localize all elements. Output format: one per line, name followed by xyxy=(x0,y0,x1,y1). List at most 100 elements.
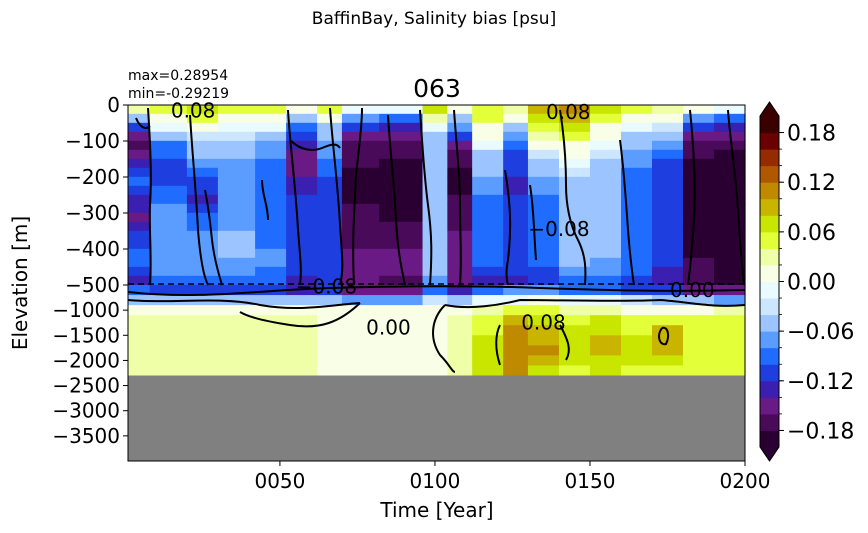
heatmap-cell xyxy=(317,305,343,316)
heatmap-cell xyxy=(128,239,151,250)
heatmap-cell xyxy=(503,285,529,296)
heatmap-cell xyxy=(651,149,684,160)
heatmap-cell xyxy=(503,203,529,214)
heatmap-cell xyxy=(713,257,746,268)
colorbar-swatch xyxy=(760,347,779,365)
heatmap-cell xyxy=(186,105,219,115)
heatmap-cell xyxy=(422,345,448,356)
heatmap-cell xyxy=(286,275,318,286)
heatmap-cell xyxy=(558,345,591,356)
heatmap-cell xyxy=(149,122,188,133)
heatmap-cell xyxy=(317,185,343,196)
heatmap-cell xyxy=(682,167,715,178)
y-tick-label: −100 xyxy=(65,129,120,153)
heatmap-cell xyxy=(620,167,653,178)
heatmap-cell xyxy=(422,185,448,196)
heatmap-cell xyxy=(379,230,424,241)
heatmap-cell xyxy=(620,266,653,277)
heatmap-cell xyxy=(255,140,287,151)
heatmap-cell xyxy=(472,203,504,214)
x-axis-ticks: 0050 0100 0150 0200 xyxy=(254,461,770,493)
heatmap-cell xyxy=(589,149,622,160)
heatmap-cell xyxy=(317,315,343,326)
heatmap-cell xyxy=(447,315,473,326)
heatmap-cell xyxy=(422,248,448,259)
heatmap-cell xyxy=(255,176,287,187)
heatmap-cell xyxy=(472,315,504,326)
contour-label: −0.08 xyxy=(296,275,357,299)
heatmap-cell xyxy=(341,248,380,259)
heatmap-cell xyxy=(527,131,560,142)
contour-line xyxy=(352,107,363,286)
heatmap-cell xyxy=(558,335,591,346)
heatmap-cell xyxy=(620,194,653,205)
heatmap-cell xyxy=(422,149,448,160)
heatmap-cell xyxy=(128,315,151,326)
heatmap-cell xyxy=(379,176,424,187)
colorbar-extend-max xyxy=(760,102,779,116)
heatmap-cell xyxy=(651,158,684,169)
heatmap-cell xyxy=(472,295,504,306)
heatmap-cell xyxy=(472,275,504,286)
heatmap-cell xyxy=(217,257,256,268)
heatmap-cell xyxy=(713,239,746,250)
heatmap-cell xyxy=(472,176,504,187)
heatmap-cell xyxy=(341,149,380,160)
heatmap-cell xyxy=(558,105,591,115)
heatmap-cell xyxy=(503,122,529,133)
heatmap-cell xyxy=(217,285,256,296)
y-tick-label: −400 xyxy=(65,237,120,261)
x-tick-label: 0050 xyxy=(254,469,305,493)
heatmap-cell xyxy=(503,185,529,196)
heatmap-cell xyxy=(186,325,219,336)
contour-line xyxy=(329,107,344,286)
heatmap-cell xyxy=(503,105,529,115)
heatmap-cell xyxy=(527,285,560,296)
heatmap-cell xyxy=(651,203,684,214)
heatmap-cell xyxy=(527,176,560,187)
heatmap-cell xyxy=(217,355,256,367)
heatmap-cell xyxy=(379,158,424,169)
heatmap-cell xyxy=(620,176,653,187)
heatmap-cell xyxy=(149,266,188,277)
heatmap-cell xyxy=(149,203,188,214)
heatmap-cell xyxy=(472,325,504,336)
heatmap-cell xyxy=(217,203,256,214)
heatmap-cell xyxy=(472,185,504,196)
heatmap-cell xyxy=(217,122,256,133)
colorbar-swatch xyxy=(760,281,779,299)
heatmap-cell xyxy=(620,131,653,142)
heatmap-cell xyxy=(128,113,151,124)
heatmap-cell xyxy=(503,365,529,377)
heatmap-cell xyxy=(217,140,256,151)
colorbar-swatch xyxy=(760,364,779,382)
heatmap-cell xyxy=(527,365,560,377)
heatmap-cell xyxy=(682,221,715,232)
heatmap-cell xyxy=(503,176,529,187)
heatmap-cell xyxy=(186,140,219,151)
colorbar-tick-label: −0.06 xyxy=(787,320,854,345)
heatmap-cell xyxy=(620,355,653,367)
heatmap-cell xyxy=(286,212,318,223)
heatmap-cell xyxy=(286,230,318,241)
heatmap-cell xyxy=(255,158,287,169)
contour-line xyxy=(495,324,501,366)
heatmap-cell xyxy=(217,230,256,241)
heatmap-cell xyxy=(620,185,653,196)
contour-line xyxy=(239,302,361,328)
heatmap-cell xyxy=(558,305,591,316)
heatmap-cell xyxy=(472,105,504,115)
heatmap-cell xyxy=(713,230,746,241)
heatmap-cell xyxy=(589,122,622,133)
contour-line xyxy=(453,109,462,286)
heatmap-cell xyxy=(149,105,188,115)
heatmap-cell xyxy=(447,140,473,151)
ocean-floor-mask xyxy=(128,375,745,461)
heatmap-cell xyxy=(589,105,622,115)
heatmap-cell xyxy=(379,365,424,377)
heatmap-cell xyxy=(217,105,256,115)
contour-labels: 0.08 0.08 −0.08 −0.08 0.00 0.08 0.00 xyxy=(171,98,715,339)
heatmap-cell xyxy=(713,345,746,356)
heatmap-cell xyxy=(186,365,219,377)
